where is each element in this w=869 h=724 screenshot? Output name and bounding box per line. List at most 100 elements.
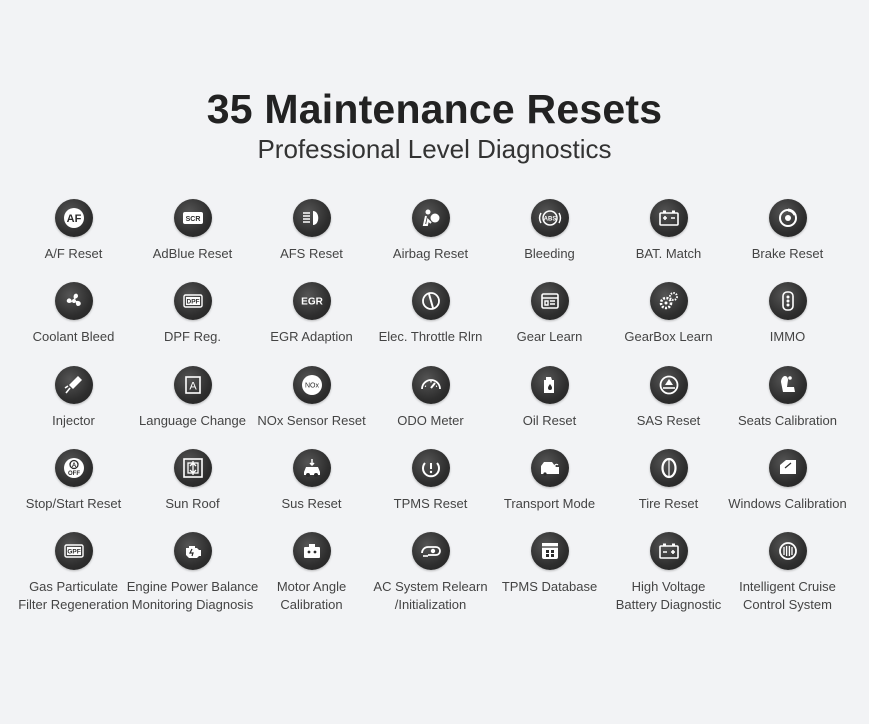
reset-function-label: Tire Reset [638,495,699,511]
reset-function-label: Language Change [139,412,246,428]
headlight-icon [292,199,331,237]
reset-function-item: GearBox Learn [609,282,728,365]
language-icon: A [173,365,212,404]
reset-function-item: TPMS Database [490,532,609,615]
reset-function-item: TPMS Reset [371,448,490,532]
svg-text:NOx: NOx [305,382,320,389]
hv-battery-icon [649,532,688,571]
cruise-icon [768,532,807,571]
reset-function-label: Sun Roof [165,495,220,511]
auto-off-icon: A OFF [54,448,93,487]
transport-icon [530,448,569,487]
reset-function-label: DPF Reg. [163,329,222,345]
reset-function-item: GPF Gas Particulate Filter Regeneration [14,532,133,615]
reset-function-item: AC System Relearn/Initialization [371,532,490,615]
reset-function-item: Coolant Bleed [14,282,133,365]
gpf-icon: GPF [54,532,93,571]
egr-icon: EGR [292,282,331,321]
reset-function-label: Brake Reset [751,246,824,261]
svg-text:OFF: OFF [68,471,80,477]
reset-function-item: AF A/F Reset [14,199,133,282]
reset-function-item: BAT. Match [609,199,728,282]
reset-function-item: A Language Change [133,365,252,449]
reset-function-item: ODO Meter [371,365,490,449]
page-subtitle: Professional Level Diagnostics [257,134,612,164]
reset-function-item: Brake Reset [728,199,847,282]
reset-function-label: Intelligent Cruise Control System [739,579,836,613]
reset-function-item: EGR EGR Adaption [252,282,371,365]
brake-icon [768,199,807,237]
reset-function-label: EGR Adaption [270,329,353,345]
window-icon [768,448,807,487]
nox-icon: NOx [292,365,331,404]
reset-function-item: Windows Calibration [728,448,847,532]
reset-function-item: Oil Reset [490,365,609,449]
reset-function-label: Injector [52,412,95,428]
reset-function-label: SAS Reset [636,412,701,428]
reset-function-label: Sus Reset [281,495,342,511]
reset-function-item: Gear Learn [490,282,609,365]
reset-function-item: High Voltage Battery Diagnostic [609,532,728,615]
svg-text:ABS: ABS [543,217,556,223]
reset-function-label: AFS Reset [280,246,343,261]
reset-function-item: Elec. Throttle Rlrn [371,282,490,365]
suspension-icon [292,448,331,487]
engine-icon [173,532,212,571]
reset-function-label: GearBox Learn [624,329,713,345]
gear-learn-icon [530,282,569,321]
scr-icon: SCR [173,199,212,237]
ac-icon [411,532,450,571]
oil-icon [530,365,569,404]
reset-function-label: Oil Reset [522,412,577,428]
reset-function-item: Sus Reset [252,448,371,532]
reset-function-item: AFS Reset [252,199,371,282]
reset-function-item: A OFF Stop/Start Reset [14,448,133,532]
reset-function-label: Windows Calibration [728,495,847,511]
reset-function-label: Seats Calibration [738,412,837,428]
sunroof-icon [173,448,212,487]
dpf-icon: DPF [173,282,212,321]
reset-function-label: High Voltage Battery Diagnostic [615,579,722,613]
motor-icon [292,532,331,571]
reset-function-label: Stop/Start Reset [25,495,122,511]
svg-text:SCR: SCR [185,216,200,223]
page-title: 35 Maintenance Resets [206,86,663,132]
reset-function-item: Sun Roof [133,448,252,532]
key-fob-icon [768,282,807,321]
reset-functions-grid: AF A/F Reset SCR AdBlue Reset AFS Reset Airba… [14,199,847,615]
reset-function-item: SCR AdBlue Reset [133,199,252,282]
reset-function-label: Gas Particulate Filter Regeneration [18,579,129,613]
reset-function-label: NOx Sensor Reset [257,412,366,428]
reset-function-label: IMMO [769,329,806,345]
reset-function-label: AC System Relearn/Initialization [373,579,488,613]
reset-function-label: Motor Angle Calibration [276,579,347,613]
svg-text:A: A [189,380,197,392]
reset-function-item: IMMO [728,282,847,365]
af-icon: AF [54,199,93,237]
reset-function-label: Elec. Throttle Rlrn [378,329,483,345]
airbag-icon [411,199,450,237]
reset-function-label: TPMS Reset [393,495,468,511]
reset-function-item: Airbag Reset [371,199,490,282]
reset-function-label: ODO Meter [397,412,464,428]
reset-function-label: AdBlue Reset [152,246,233,261]
steering-icon [649,365,688,404]
svg-text:DPF: DPF [186,299,199,306]
svg-text:A: A [71,463,76,469]
abs-icon: ABS [530,199,569,237]
reset-function-item: SAS Reset [609,365,728,449]
svg-text:AF: AF [66,213,81,225]
reset-function-item: DPF DPF Reg. [133,282,252,365]
reset-function-label: A/F Reset [44,246,103,261]
reset-function-item: Tire Reset [609,448,728,532]
reset-function-item: Transport Mode [490,448,609,532]
reset-function-item: Engine Power Balance Monitoring Diagnosis [127,532,258,615]
reset-function-label: Gear Learn [516,329,583,345]
seat-icon [768,365,807,404]
reset-function-label: Coolant Bleed [32,329,115,345]
reset-function-item: Seats Calibration [728,365,847,449]
reset-function-item: Intelligent Cruise Control System [728,532,847,615]
database-icon [530,532,569,571]
gearbox-icon [649,282,688,321]
battery-icon [649,199,688,237]
